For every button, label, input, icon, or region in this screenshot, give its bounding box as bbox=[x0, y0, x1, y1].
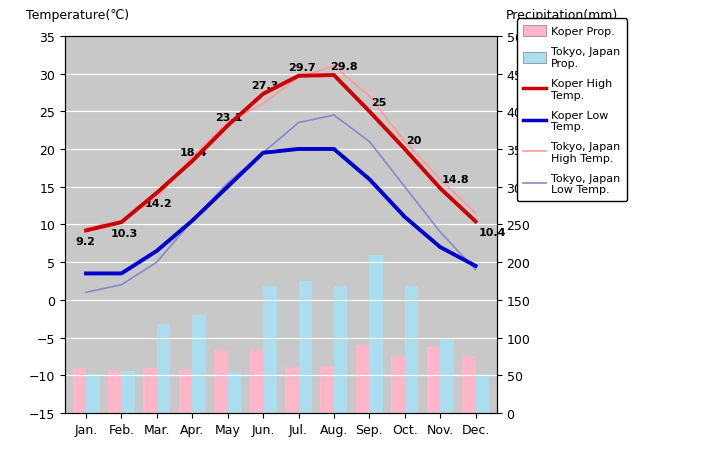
Text: 20: 20 bbox=[407, 135, 422, 146]
Text: 9.2: 9.2 bbox=[76, 236, 95, 246]
Bar bbox=[427, 347, 440, 413]
Bar bbox=[228, 372, 241, 413]
Bar bbox=[250, 351, 263, 413]
Bar bbox=[369, 255, 383, 413]
Text: 25: 25 bbox=[371, 98, 387, 108]
Bar bbox=[299, 281, 312, 413]
Text: 10.4: 10.4 bbox=[479, 228, 507, 237]
Bar bbox=[143, 369, 157, 413]
Bar bbox=[86, 374, 99, 413]
Bar bbox=[391, 356, 405, 413]
Bar bbox=[263, 286, 276, 413]
Text: 14.2: 14.2 bbox=[145, 199, 172, 209]
Text: Precipitation(mm): Precipitation(mm) bbox=[505, 9, 618, 22]
Bar bbox=[475, 374, 489, 413]
Text: 23.1: 23.1 bbox=[215, 112, 243, 122]
Text: 10.3: 10.3 bbox=[111, 228, 138, 238]
Bar bbox=[215, 351, 228, 413]
Bar bbox=[405, 286, 418, 413]
Text: 18.4: 18.4 bbox=[180, 148, 207, 157]
Text: Temperature(℃): Temperature(℃) bbox=[26, 9, 129, 22]
Bar bbox=[157, 324, 171, 413]
Bar bbox=[356, 345, 369, 413]
Bar bbox=[108, 370, 122, 413]
Bar bbox=[320, 366, 334, 413]
Text: 14.8: 14.8 bbox=[442, 175, 469, 185]
Bar bbox=[122, 371, 135, 413]
Bar bbox=[192, 315, 206, 413]
Legend: Koper Prop., Tokyo, Japan
Prop., Koper High
Temp., Koper Low
Temp., Tokyo, Japan: Koper Prop., Tokyo, Japan Prop., Koper H… bbox=[517, 19, 627, 202]
Text: 29.8: 29.8 bbox=[330, 62, 358, 72]
Bar bbox=[73, 368, 86, 413]
Text: 29.7: 29.7 bbox=[288, 62, 315, 73]
Bar bbox=[462, 356, 475, 413]
Bar bbox=[334, 286, 347, 413]
Bar bbox=[179, 370, 192, 413]
Bar bbox=[285, 367, 299, 413]
Bar bbox=[440, 339, 454, 413]
Text: 27.3: 27.3 bbox=[251, 81, 278, 91]
